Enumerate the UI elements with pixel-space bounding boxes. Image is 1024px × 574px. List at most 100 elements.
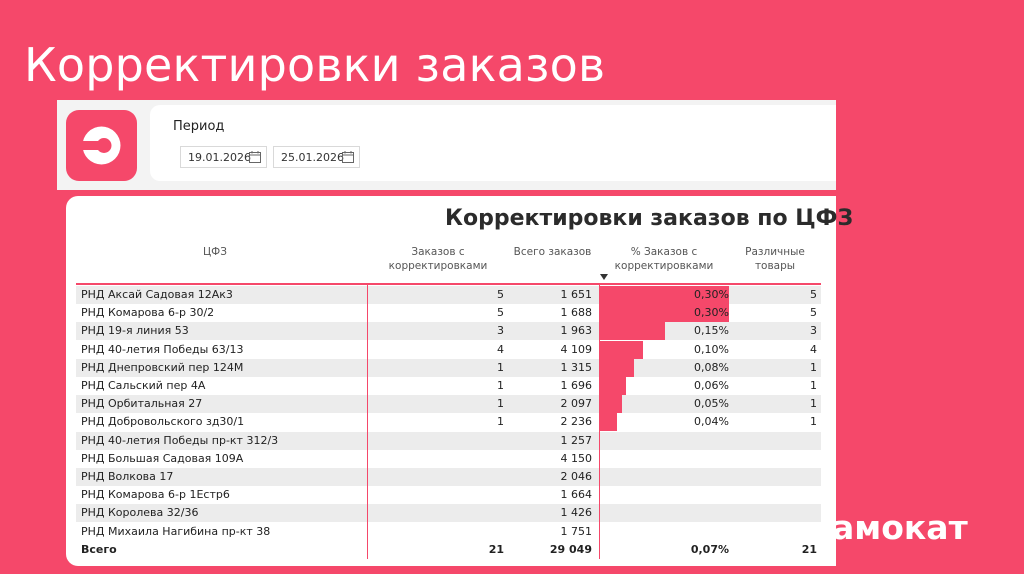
cell-with-corrections: 4 xyxy=(497,342,504,356)
cell-distinct-items: 21 xyxy=(801,542,817,556)
cell-pct-corrections: 0,07% xyxy=(690,542,729,556)
cell-pct-corrections: 0,10% xyxy=(694,342,729,356)
cell-cfz: РНД Днепровский пер 124М xyxy=(81,360,244,374)
pct-bar xyxy=(600,358,635,377)
cell-cfz: РНД Михаила Нагибина пр-кт 38 xyxy=(81,524,271,538)
cell-pct-corrections xyxy=(636,486,729,504)
col-header-line: товары xyxy=(754,260,796,272)
report-card xyxy=(66,196,836,566)
cell-cfz: Всего xyxy=(81,542,117,556)
cell-cfz: РНД Орбитальная 27 xyxy=(81,397,203,411)
table-row[interactable]: РНД Добровольского зд30/1 1 2 236 0,04% 1 xyxy=(76,413,821,432)
cell-cfz: РНД 40-летия Победы пр-кт 312/3 xyxy=(81,433,279,447)
col-header-total-orders[interactable]: Всего заказов xyxy=(513,246,592,258)
cell-cfz: РНД 40-летия Победы 63/13 xyxy=(81,342,244,356)
cell-total-orders: 1 664 xyxy=(560,488,593,502)
cell-with-corrections: 1 xyxy=(497,379,504,392)
table-row[interactable]: РНД 19-я линия 53 3 1 963 0,15% 3 xyxy=(76,322,821,341)
col-header-line: корректировками xyxy=(614,260,714,272)
pct-bar xyxy=(600,322,665,341)
cell-cfz: РНД 19-я линия 53 xyxy=(81,324,189,338)
cell-total-orders: 2 046 xyxy=(560,470,593,483)
col-header-pct-corrections[interactable]: % Заказов с корректировками xyxy=(604,245,724,273)
cell-cfz: РНД Королева 32/36 xyxy=(81,506,199,520)
cell-pct-corrections xyxy=(636,432,729,450)
cell-cfz: РНД Сальский пер 4А xyxy=(81,379,206,392)
pct-bar xyxy=(600,304,729,323)
period-label: Период xyxy=(173,119,225,134)
cell-with-corrections: 1 xyxy=(497,415,504,429)
column-divider xyxy=(599,285,600,559)
table-row[interactable]: РНД Большая Садовая 109А 4 150 xyxy=(76,450,821,468)
sort-desc-icon[interactable] xyxy=(600,274,608,280)
cell-total-orders: 1 696 xyxy=(560,379,593,392)
col-header-line: корректировками xyxy=(388,260,488,272)
samokat-logo xyxy=(66,110,137,181)
cell-with-corrections xyxy=(406,486,504,504)
date-from-value: 19.01.2026 xyxy=(188,150,251,164)
cell-distinct-items: 1 xyxy=(810,397,817,411)
period-filter-card xyxy=(150,105,836,181)
cell-pct-corrections xyxy=(636,504,729,522)
table-row[interactable]: РНД Королева 32/36 1 426 xyxy=(76,504,821,523)
calendar-icon[interactable] xyxy=(342,151,354,163)
brand-wordmark: амокат xyxy=(832,508,968,547)
col-header-distinct-items[interactable]: Различные товары xyxy=(730,245,820,273)
cell-with-corrections xyxy=(406,523,504,541)
table-row[interactable]: РНД Аксай Садовая 12Ак3 5 1 651 0,30% 5 xyxy=(76,286,821,304)
cell-with-corrections: 21 xyxy=(488,542,504,556)
cell-total-orders: 2 236 xyxy=(560,415,593,429)
cell-with-corrections: 3 xyxy=(497,324,504,338)
cell-total-orders: 1 651 xyxy=(560,288,593,301)
column-divider xyxy=(367,285,368,559)
cell-cfz: РНД Комарова 6-р 1Естр6 xyxy=(81,488,230,502)
cell-pct-corrections: 0,08% xyxy=(694,360,729,374)
cell-distinct-items: 1 xyxy=(810,360,817,374)
col-header-cfz[interactable]: ЦФЗ xyxy=(203,246,227,258)
cell-cfz: РНД Добровольского зд30/1 xyxy=(81,415,245,429)
logo-icon xyxy=(76,126,121,165)
cell-distinct-items: 1 xyxy=(810,415,817,429)
date-from-input[interactable]: 19.01.2026 xyxy=(180,146,267,168)
col-header-line: Заказов с xyxy=(411,246,465,258)
table-row[interactable]: РНД Орбитальная 27 1 2 097 0,05% 1 xyxy=(76,395,821,414)
cell-distinct-items: 5 xyxy=(810,288,817,301)
cell-with-corrections: 5 xyxy=(497,288,504,301)
table-row[interactable]: РНД Волкова 17 2 046 xyxy=(76,468,821,486)
table-row[interactable]: РНД Комарова 6-р 1Естр6 1 664 xyxy=(76,486,821,504)
cell-with-corrections xyxy=(406,432,504,450)
cell-cfz: РНД Большая Садовая 109А xyxy=(81,451,244,465)
pct-bar xyxy=(600,395,622,414)
header-divider xyxy=(76,283,821,285)
cell-distinct-items xyxy=(756,432,817,450)
table-total-row: Всего 21 29 049 0,07% 21 xyxy=(76,541,821,559)
cell-distinct-items xyxy=(756,504,817,522)
cell-total-orders: 4 109 xyxy=(560,342,593,356)
table-row[interactable]: РНД 40-летия Победы 63/13 4 4 109 0,10% 4 xyxy=(76,340,821,359)
cell-pct-corrections: 0,30% xyxy=(694,306,729,320)
table-row[interactable]: РНД Днепровский пер 124М 1 1 315 0,08% 1 xyxy=(76,358,821,377)
cell-total-orders: 29 049 xyxy=(549,542,592,556)
cell-pct-corrections: 0,06% xyxy=(694,379,729,392)
table-row[interactable]: РНД Михаила Нагибина пр-кт 38 1 751 xyxy=(76,523,821,541)
col-header-with-corrections[interactable]: Заказов с корректировками xyxy=(378,245,498,273)
cell-pct-corrections xyxy=(636,450,729,468)
date-to-input[interactable]: 25.01.2026 xyxy=(273,146,360,168)
cell-distinct-items xyxy=(756,468,817,486)
table-row[interactable]: РНД Сальский пер 4А 1 1 696 0,06% 1 xyxy=(76,377,821,395)
date-to-value: 25.01.2026 xyxy=(281,150,344,164)
cell-pct-corrections xyxy=(636,523,729,541)
pct-bar xyxy=(600,340,643,359)
cell-pct-corrections: 0,30% xyxy=(694,288,729,301)
cell-pct-corrections xyxy=(636,468,729,486)
table-row[interactable]: РНД Комарова 6-р 30/2 5 1 688 0,30% 5 xyxy=(76,304,821,323)
table-row[interactable]: РНД 40-летия Победы пр-кт 312/3 1 257 xyxy=(76,431,821,450)
cell-with-corrections: 5 xyxy=(497,306,504,320)
calendar-icon[interactable] xyxy=(249,151,261,163)
cell-with-corrections xyxy=(406,504,504,522)
cell-pct-corrections: 0,04% xyxy=(694,415,729,429)
cell-distinct-items xyxy=(756,523,817,541)
cell-cfz: РНД Аксай Садовая 12Ак3 xyxy=(81,288,233,301)
cell-total-orders: 1 688 xyxy=(560,306,593,320)
cell-with-corrections xyxy=(406,468,504,486)
